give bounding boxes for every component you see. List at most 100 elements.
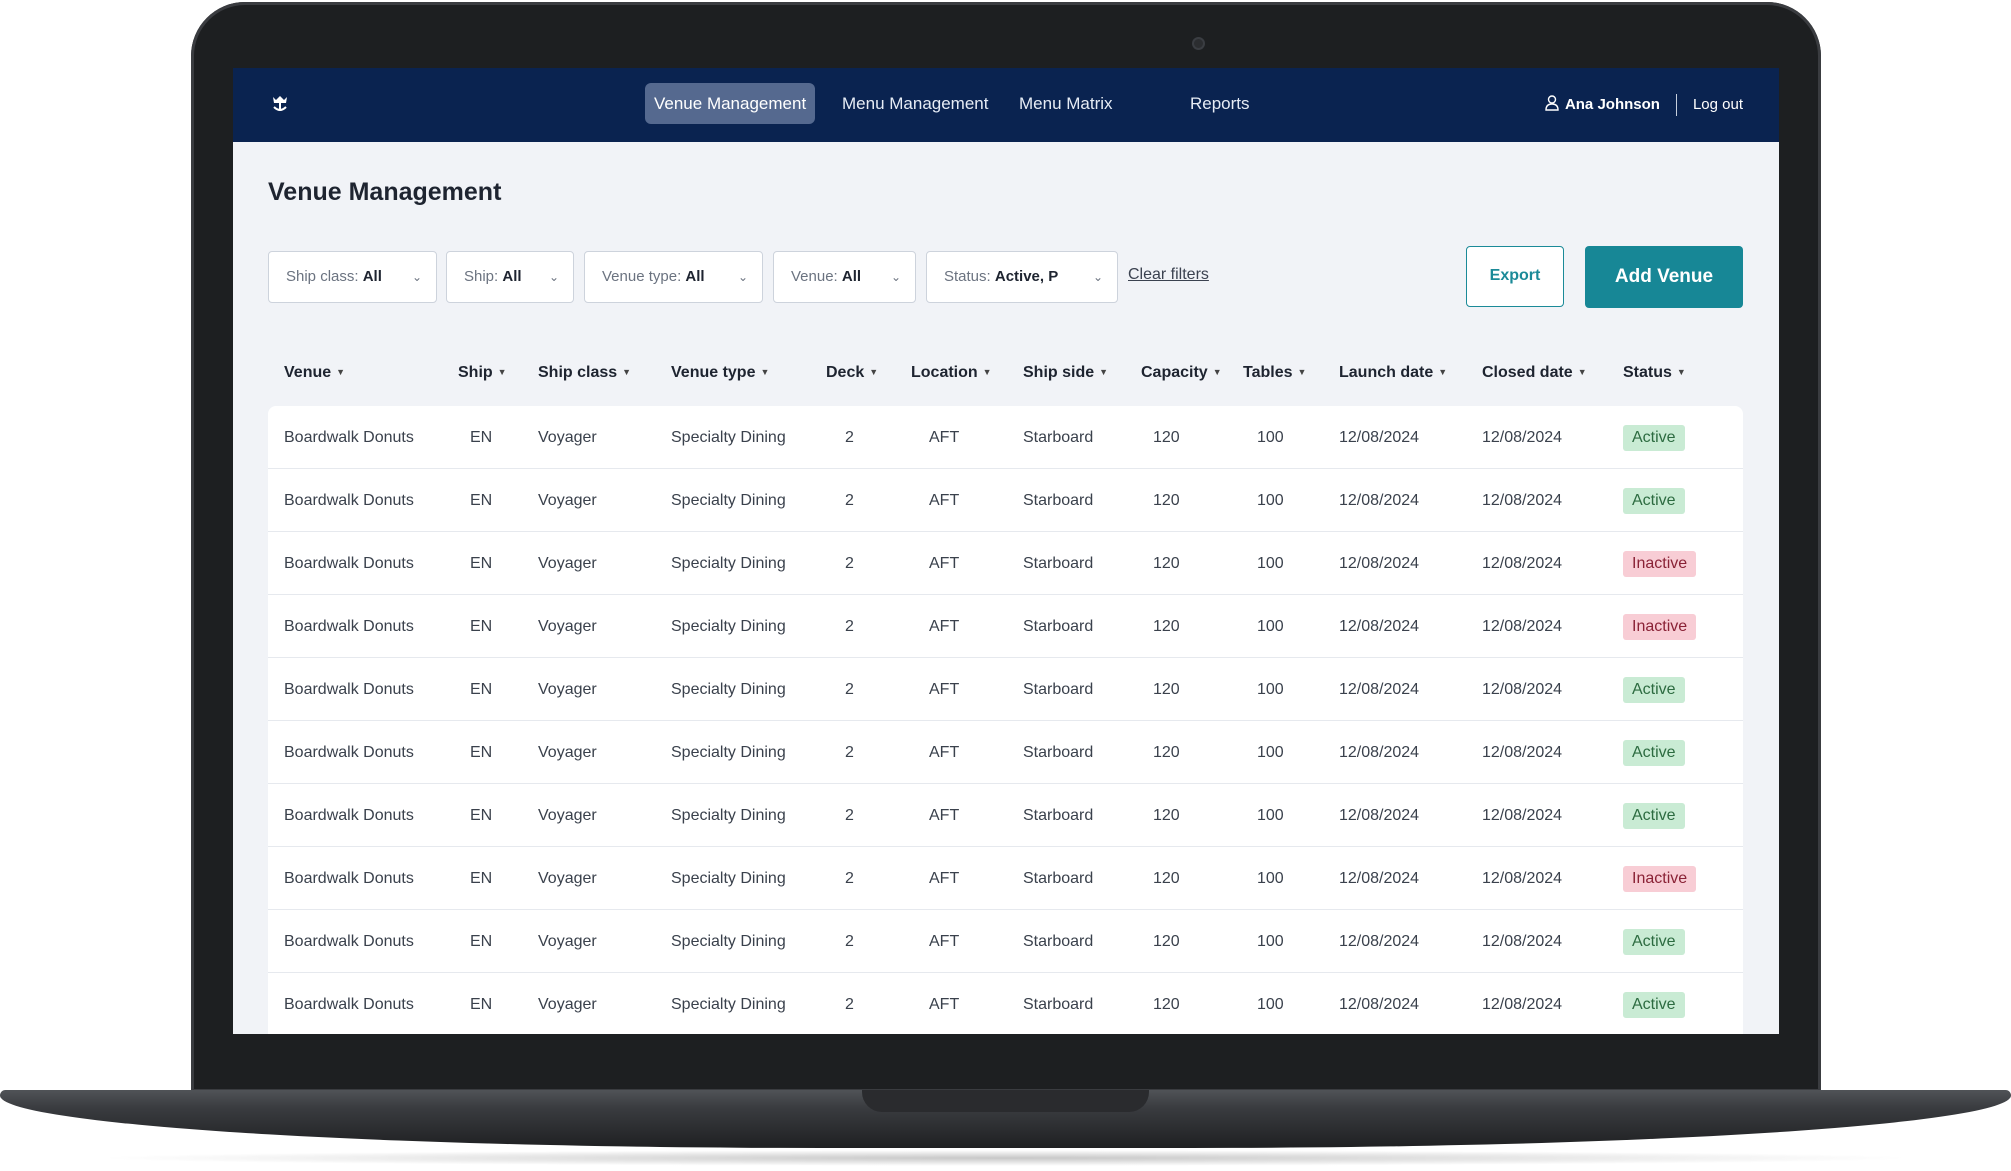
table-cell-launch-date: 12/08/2024 [1339,681,1420,698]
table-cell-deck: 2 [845,429,854,446]
table-cell-deck: 2 [845,933,854,950]
table-cell-capacity: 120 [1153,933,1180,950]
caret-down-icon: ▼ [336,367,346,377]
nav-divider [1675,94,1677,117]
column-header-venue-type[interactable]: Venue type ▼ [671,364,769,382]
table-cell-venue-type: Specialty Dining [671,744,786,761]
table-cell-ship-side: Starboard [1023,492,1094,509]
table-cell-tables: 100 [1257,492,1284,509]
table-cell-launch-date: 12/08/2024 [1339,933,1420,950]
table-cell-launch-date: 12/08/2024 [1339,870,1420,887]
column-header-location[interactable]: Location ▼ [911,364,992,382]
table-cell-venue-type: Specialty Dining [671,681,786,698]
column-header-capacity[interactable]: Capacity ▼ [1141,364,1222,382]
column-header-ship-side[interactable]: Ship side ▼ [1023,364,1108,382]
table-cell-ship-side: Starboard [1023,996,1094,1013]
column-header-venue[interactable]: Venue ▼ [284,364,345,382]
table-cell-closed-date: 12/08/2024 [1482,933,1563,950]
table-row[interactable]: Boardwalk Donuts EN Voyager Specialty Dinin… [268,721,1743,784]
table-cell-location: AFT [929,555,960,572]
column-header-closed-date[interactable]: Closed date ▼ [1482,364,1587,382]
tab-menu-management[interactable]: Menu Management [842,94,989,113]
table-cell-ship-side: Starboard [1023,933,1094,950]
clear-filters-link[interactable]: Clear filters [1128,266,1209,283]
filter-status[interactable]: Status: Active, P ⌄ [926,251,1118,303]
tab-venue-management[interactable]: Venue Management [645,83,816,124]
chevron-down-icon: ⌄ [411,270,422,284]
table-cell-launch-date: 12/08/2024 [1339,618,1420,635]
table-cell-capacity: 120 [1153,681,1180,698]
export-button[interactable]: Export [1466,246,1564,307]
table-row[interactable]: Boardwalk Donuts EN Voyager Specialty Dinin… [268,847,1743,910]
table-row[interactable]: Boardwalk Donuts EN Voyager Specialty Dinin… [268,406,1743,469]
table-row[interactable]: Boardwalk Donuts EN Voyager Specialty Dinin… [268,784,1743,847]
table-row[interactable]: Boardwalk Donuts EN Voyager Specialty Dinin… [268,532,1743,595]
user-name[interactable]: Ana Johnson [1564,96,1660,113]
status-badge: Active [1623,488,1685,514]
table-cell-tables: 100 [1257,681,1284,698]
caret-down-icon: ▼ [760,367,770,377]
table-cell-tables: 100 [1257,996,1284,1013]
table-cell-venue: Boardwalk Donuts [284,870,414,887]
table-cell-capacity: 120 [1153,555,1180,572]
column-header-deck[interactable]: Deck ▼ [826,364,878,382]
table-row[interactable]: Boardwalk Donuts EN Voyager Specialty Dinin… [268,469,1743,532]
tab-reports[interactable]: Reports [1190,94,1250,113]
table-cell-venue: Boardwalk Donuts [284,618,414,635]
filter-ship[interactable]: Ship: All ⌄ [446,251,574,303]
tab-menu-matrix[interactable]: Menu Matrix [1019,94,1113,113]
table-cell-closed-date: 12/08/2024 [1482,681,1563,698]
table-cell-ship-class: Voyager [538,807,597,824]
table-cell-ship-side: Starboard [1023,429,1094,446]
table-row[interactable]: Boardwalk Donuts EN Voyager Specialty Dinin… [268,910,1743,973]
table-cell-venue: Boardwalk Donuts [284,744,414,761]
status-badge: Active [1623,929,1685,955]
table-row[interactable]: Boardwalk Donuts EN Voyager Specialty Dinin… [268,658,1743,721]
filter-venue[interactable]: Venue: All ⌄ [773,251,916,303]
table-cell-venue-type: Specialty Dining [671,996,786,1013]
table-row[interactable]: Boardwalk Donuts EN Voyager Specialty Dinin… [268,595,1743,658]
column-header-tables[interactable]: Tables ▼ [1243,364,1306,382]
filter-value: All [685,268,705,285]
table-cell-tables: 100 [1257,933,1284,950]
column-header-label: Location [911,364,978,381]
table-cell-ship-side: Starboard [1023,681,1094,698]
table-cell-location: AFT [929,681,960,698]
table-cell-ship: EN [470,618,493,635]
caret-down-icon: ▼ [1099,367,1109,377]
add-venue-button[interactable]: Add Venue [1585,246,1743,308]
caret-down-icon: ▼ [869,367,879,377]
table-cell-capacity: 120 [1153,429,1180,446]
table-cell-launch-date: 12/08/2024 [1339,744,1420,761]
column-header-status[interactable]: Status ▼ [1623,364,1686,382]
table-cell-capacity: 120 [1153,807,1180,824]
table-cell-location: AFT [929,933,960,950]
page-title: Venue Management [268,178,502,206]
filter-venue-type[interactable]: Venue type: All ⌄ [584,251,763,303]
table-cell-venue: Boardwalk Donuts [284,681,414,698]
status-badge: Active [1623,740,1685,766]
filter-label: Venue: [791,268,838,285]
column-header-ship-class[interactable]: Ship class ▼ [538,364,631,382]
column-header-label: Closed date [1482,364,1573,381]
table-cell-ship-class: Voyager [538,429,597,446]
chevron-down-icon: ⌄ [548,270,559,284]
column-header-launch-date[interactable]: Launch date ▼ [1339,364,1447,382]
column-header-ship[interactable]: Ship ▼ [458,364,507,382]
table-cell-closed-date: 12/08/2024 [1482,807,1563,824]
table-cell-ship-class: Voyager [538,870,597,887]
table-cell-closed-date: 12/08/2024 [1482,618,1563,635]
table-cell-ship-class: Voyager [538,555,597,572]
table-cell-location: AFT [929,429,960,446]
table-cell-ship: EN [470,492,493,509]
crown-anchor-logo-icon[interactable] [269,92,291,114]
table-cell-tables: 100 [1257,429,1284,446]
table-cell-closed-date: 12/08/2024 [1482,996,1563,1013]
caret-down-icon: ▼ [1577,367,1587,377]
table-row[interactable]: Boardwalk Donuts EN Voyager Specialty Dinin… [268,973,1743,1034]
filter-ship-class[interactable]: Ship class: All ⌄ [268,251,437,303]
table-cell-capacity: 120 [1153,618,1180,635]
column-header-label: Deck [826,364,865,381]
table-cell-deck: 2 [845,807,854,824]
logout-link[interactable]: Log out [1692,96,1743,113]
